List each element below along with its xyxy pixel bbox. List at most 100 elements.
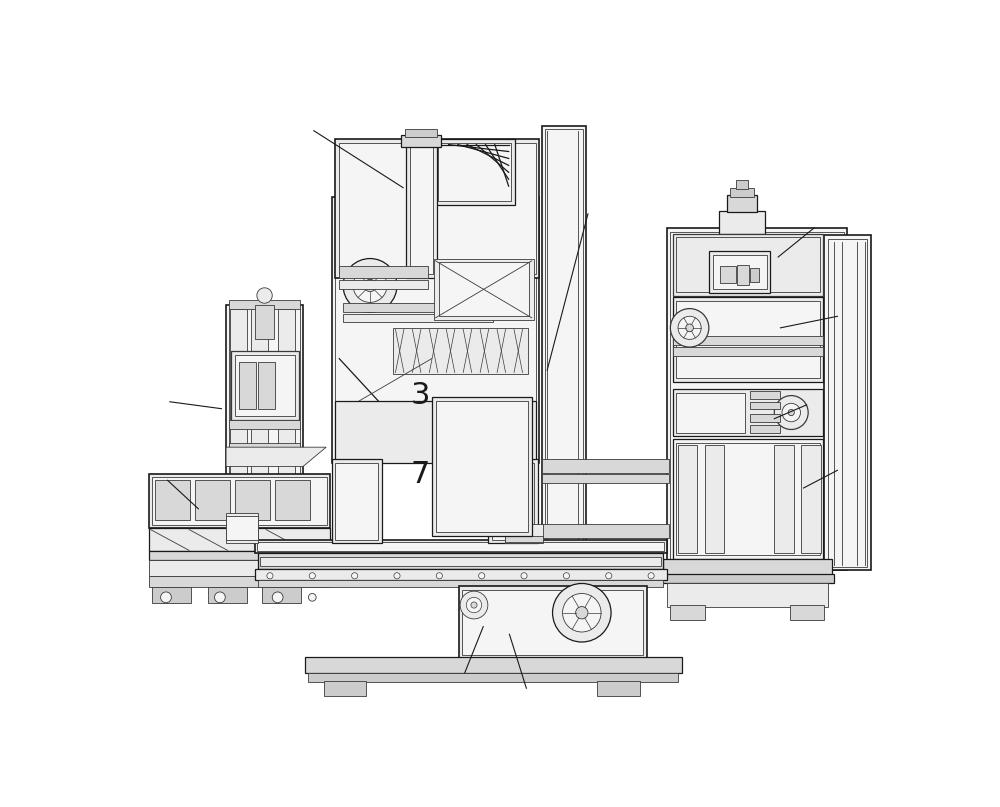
Circle shape xyxy=(436,573,442,579)
Bar xyxy=(257,541,664,551)
Circle shape xyxy=(648,573,654,579)
Circle shape xyxy=(774,395,808,429)
Bar xyxy=(545,129,583,542)
Bar xyxy=(462,590,643,655)
Circle shape xyxy=(606,573,612,579)
Bar xyxy=(666,228,847,571)
Bar xyxy=(828,240,867,567)
Bar xyxy=(488,458,538,543)
Bar xyxy=(673,234,823,295)
Bar xyxy=(542,458,669,473)
Bar xyxy=(410,147,433,274)
Bar xyxy=(305,658,682,673)
Circle shape xyxy=(353,269,387,303)
Circle shape xyxy=(563,593,601,632)
Text: 7: 7 xyxy=(410,460,430,489)
Bar xyxy=(736,180,748,189)
Bar xyxy=(676,237,820,292)
Bar xyxy=(439,262,529,316)
Bar xyxy=(676,392,745,433)
Bar xyxy=(255,569,666,580)
Bar xyxy=(308,673,678,682)
Bar xyxy=(663,558,832,575)
Bar xyxy=(750,268,759,282)
Bar xyxy=(542,525,669,538)
Bar xyxy=(719,211,765,234)
Bar xyxy=(492,462,534,540)
Bar xyxy=(790,605,824,621)
Circle shape xyxy=(267,573,273,579)
Bar xyxy=(713,255,767,290)
Bar xyxy=(720,266,736,283)
Bar xyxy=(438,143,511,201)
Bar xyxy=(235,355,295,416)
Bar xyxy=(750,391,780,399)
Bar xyxy=(673,347,823,357)
Circle shape xyxy=(553,583,611,642)
Circle shape xyxy=(352,573,358,579)
Bar xyxy=(149,551,330,560)
Bar xyxy=(229,300,300,309)
Circle shape xyxy=(308,593,316,601)
Bar xyxy=(434,139,515,205)
Bar xyxy=(673,297,823,382)
Bar xyxy=(774,445,794,553)
Bar xyxy=(676,301,820,378)
Bar xyxy=(343,303,493,312)
Bar xyxy=(258,580,663,587)
Bar xyxy=(229,307,300,537)
Bar xyxy=(258,554,663,569)
Bar xyxy=(255,305,274,340)
Bar xyxy=(659,575,834,583)
Bar xyxy=(152,477,327,525)
Bar xyxy=(666,583,828,607)
Bar xyxy=(335,401,536,462)
Bar xyxy=(406,143,437,278)
Circle shape xyxy=(479,573,485,579)
Bar xyxy=(255,540,666,554)
Circle shape xyxy=(471,602,477,608)
Bar xyxy=(505,525,543,543)
Circle shape xyxy=(782,404,800,422)
Bar xyxy=(339,143,536,274)
Bar xyxy=(436,401,528,532)
Circle shape xyxy=(309,573,315,579)
Bar xyxy=(230,309,247,534)
Bar xyxy=(149,575,330,587)
Bar xyxy=(459,586,647,659)
Bar xyxy=(673,390,823,436)
Bar xyxy=(155,480,190,521)
Bar xyxy=(278,309,295,534)
Bar xyxy=(149,475,330,528)
Bar xyxy=(260,557,661,566)
Bar xyxy=(801,445,820,553)
Bar xyxy=(505,536,543,541)
Bar xyxy=(676,443,820,555)
Circle shape xyxy=(257,288,272,303)
Bar xyxy=(542,475,669,483)
Bar xyxy=(335,139,539,278)
Circle shape xyxy=(563,573,569,579)
Bar xyxy=(226,516,258,540)
Bar xyxy=(670,232,844,567)
Circle shape xyxy=(686,324,693,332)
Bar xyxy=(208,587,247,603)
Bar xyxy=(152,587,191,603)
Bar xyxy=(542,126,586,546)
Bar xyxy=(393,328,528,374)
Bar xyxy=(727,195,757,212)
Bar xyxy=(750,424,780,433)
Bar xyxy=(229,497,300,507)
Bar xyxy=(432,397,532,536)
Bar xyxy=(343,314,493,322)
Bar xyxy=(673,440,823,558)
Bar xyxy=(239,362,256,408)
Bar xyxy=(705,445,724,553)
Circle shape xyxy=(161,592,171,603)
Bar xyxy=(597,680,640,696)
Circle shape xyxy=(521,573,527,579)
Bar xyxy=(275,480,310,521)
Bar xyxy=(229,420,300,429)
Bar xyxy=(262,587,301,603)
Bar xyxy=(149,560,330,575)
